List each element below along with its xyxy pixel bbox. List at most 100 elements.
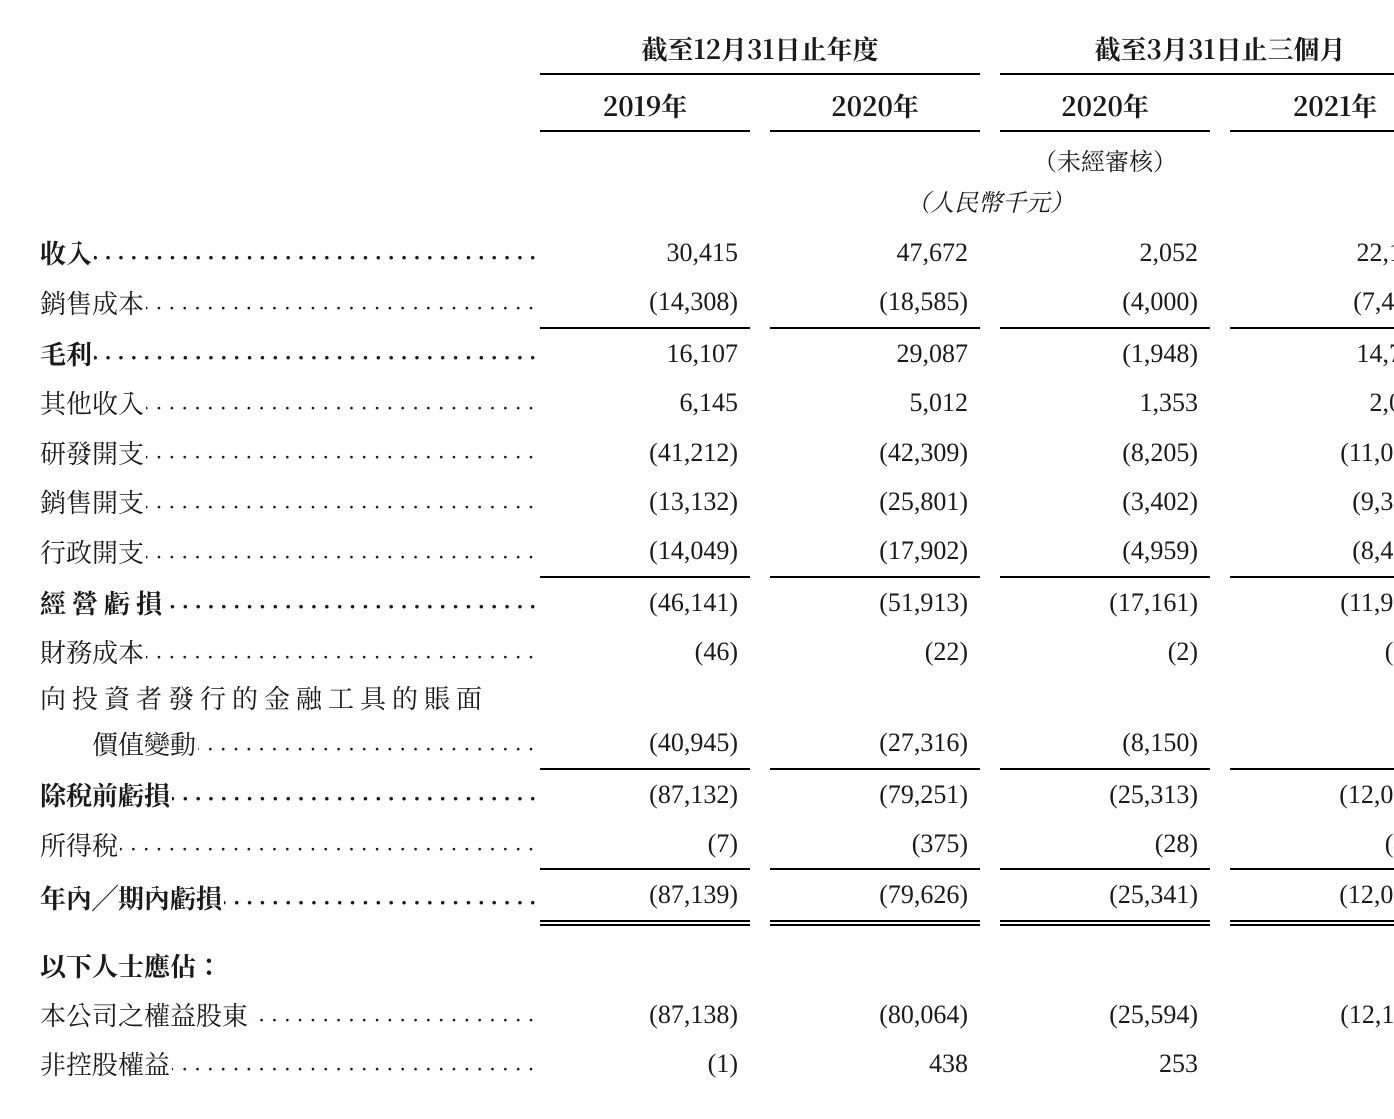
cell: (25,313) [1000,769,1210,819]
header-2021: 2021年 [1230,74,1394,131]
cell: (8,205) [1000,428,1210,477]
cell: (1) [540,1039,750,1088]
label-tax: 所得稅 [40,826,120,863]
cell: — [1230,718,1394,768]
cell: (9,348) [1230,477,1394,526]
cell: 438 [770,1039,980,1088]
label-cogs: 銷售成本 [40,284,146,321]
label-op-loss: 經營虧損 [40,584,170,621]
row-admin: 行政開支 (14,049) (17,902) (4,959) (8,414) [40,526,1394,576]
cell: 16,107 [540,328,750,378]
cell: 47,672 [770,228,980,277]
cell: 6,145 [540,378,750,427]
label-rnd: 研發開支 [40,434,146,471]
cell: (375) [770,819,980,869]
label-other-income: 其他收入 [40,384,146,421]
cell: (14,308) [540,277,750,327]
header-2020q: 2020年 [1000,74,1210,131]
row-selling: 銷售開支 (13,132) (25,801) (3,402) (9,348) [40,477,1394,526]
cell: (25,801) [770,477,980,526]
cell: (8,150) [1000,718,1210,768]
label-gross: 毛利 [40,335,94,372]
cell: (28) [1000,819,1210,869]
cell: (14,049) [540,526,750,576]
row-fv-change-line2: 價值變動 (40,945) (27,316) (8,150) — [40,718,1394,768]
row-tax: 所得稅 (7) (375) (28) (46) [40,819,1394,869]
cell: (40,945) [540,718,750,768]
cell: (17,161) [1000,577,1210,627]
label-revenue: 收入 [40,234,94,271]
cell: (41,212) [540,428,750,477]
cell: (25,594) [1000,990,1210,1039]
cell: 2,020 [1230,378,1394,427]
row-gross: 毛利 16,107 29,087 (1,948) 14,757 [40,328,1394,378]
label-equity-holders: 本公司之權益股東 [40,996,250,1033]
cell: (46) [540,627,750,676]
cell: (25,341) [1000,869,1210,922]
cell: (79,626) [770,869,980,922]
cell: (12,071) [1230,869,1394,922]
cell: (2) [1000,627,1210,676]
cell: (17,902) [770,526,980,576]
cell: (11,992) [1230,577,1394,627]
cell: (12,025) [1230,769,1394,819]
cell: 47 [1230,1039,1394,1088]
label-fv1: 向投資者發行的金融工具的賬面 [40,679,490,716]
header-2020a: 2020年 [770,74,980,131]
label-period-loss: 年內╱期內虧損 [40,879,224,916]
header-unit: （人民幣千元） [540,177,1394,228]
label-finance-cost: 財務成本 [40,633,146,670]
cell: (27,316) [770,718,980,768]
row-nci: 非控股權益 (1) 438 253 47 [40,1039,1394,1088]
cell: 5,012 [770,378,980,427]
row-operating-loss: 經營虧損 (46,141) (51,913) (17,161) (11,992) [40,577,1394,627]
cell: (18,585) [770,277,980,327]
label-attributable: 以下人士應佔： [40,947,224,984]
cell: (80,064) [770,990,980,1039]
cell: (13,132) [540,477,750,526]
cell: (4,959) [1000,526,1210,576]
cell: (79,251) [770,769,980,819]
label-admin: 行政開支 [40,533,146,570]
cell: (42,309) [770,428,980,477]
cell: 29,087 [770,328,980,378]
cell: (1,948) [1000,328,1210,378]
row-finance-cost: 財務成本 (46) (22) (2) (33) [40,627,1394,676]
header-annual-group: 截至12月31日止年度 [540,30,980,74]
cell: (7,411) [1230,277,1394,327]
cell: (11,007) [1230,428,1394,477]
cell: (46) [1230,819,1394,869]
header-unaudited: （未經審核） [1000,131,1210,177]
header-quarter-group: 截至3月31日止三個月 [1000,30,1394,74]
label-nci: 非控股權益 [40,1045,172,1082]
row-rnd: 研發開支 (41,212) (42,309) (8,205) (11,007) [40,428,1394,477]
row-cogs: 銷售成本 (14,308) (18,585) (4,000) (7,411) [40,277,1394,327]
cell: (33) [1230,627,1394,676]
label-fv2: 價值變動 [40,719,198,768]
cell: (46,141) [540,577,750,627]
row-revenue: 收入 30,415 47,672 2,052 22,168 [40,228,1394,277]
row-pretax-loss: 除稅前虧損 (87,132) (79,251) (25,313) (12,025… [40,769,1394,819]
row-equity-holders: 本公司之權益股東 (87,138) (80,064) (25,594) (12,… [40,990,1394,1039]
cell: (87,139) [540,869,750,922]
cell: (3,402) [1000,477,1210,526]
row-fv-change-line1: 向投資者發行的金融工具的賬面 [40,677,1394,719]
label-selling: 銷售開支 [40,483,146,520]
cell: (87,132) [540,769,750,819]
cell: 253 [1000,1039,1210,1088]
cell: (8,414) [1230,526,1394,576]
cell: 2,052 [1000,228,1210,277]
cell: 30,415 [540,228,750,277]
income-statement-table: 截至12月31日止年度 截至3月31日止三個月 2019年 2020年 2020… [40,30,1394,1089]
cell: (4,000) [1000,277,1210,327]
cell: 22,168 [1230,228,1394,277]
row-other-income: 其他收入 6,145 5,012 1,353 2,020 [40,378,1394,427]
row-attributable-header: 以下人士應佔： [40,941,1394,990]
header-2019: 2019年 [540,74,750,131]
cell: (7) [540,819,750,869]
cell: 14,757 [1230,328,1394,378]
cell: 1,353 [1000,378,1210,427]
label-pretax: 除稅前虧損 [40,776,172,813]
cell: (51,913) [770,577,980,627]
cell: (87,138) [540,990,750,1039]
